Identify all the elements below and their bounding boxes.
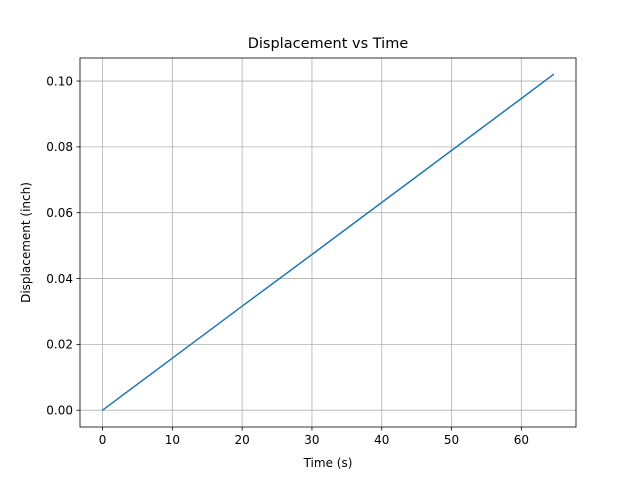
x-axis-label: Time (s) [303, 456, 353, 470]
y-tick-label: 0.08 [46, 140, 73, 154]
x-tick-label: 30 [304, 433, 319, 447]
x-tick-label: 20 [235, 433, 250, 447]
x-tick-label: 50 [444, 433, 459, 447]
y-axis-label: Displacement (inch) [19, 182, 33, 303]
plot-frame [79, 57, 577, 428]
x-tick-label: 60 [514, 433, 529, 447]
series-layer [101, 73, 555, 411]
x-tick-label: 10 [165, 433, 180, 447]
x-tick-label: 40 [374, 433, 389, 447]
y-tick-label: 0.06 [46, 206, 73, 220]
ticks: 0 10 20 30 40 50 60 0.00 0.02 0.04 0.06 0.08 0.10 [46, 74, 529, 447]
y-tick-label: 0.10 [46, 74, 73, 88]
y-tick-label: 0.04 [46, 272, 73, 286]
y-tick-label: 0.00 [46, 404, 73, 418]
grid [80, 58, 576, 427]
x-tick-label: 0 [99, 433, 107, 447]
y-tick-label: 0.02 [46, 338, 73, 352]
series-line-0 [101, 73, 555, 411]
chart-title: Displacement vs Time [248, 36, 409, 52]
